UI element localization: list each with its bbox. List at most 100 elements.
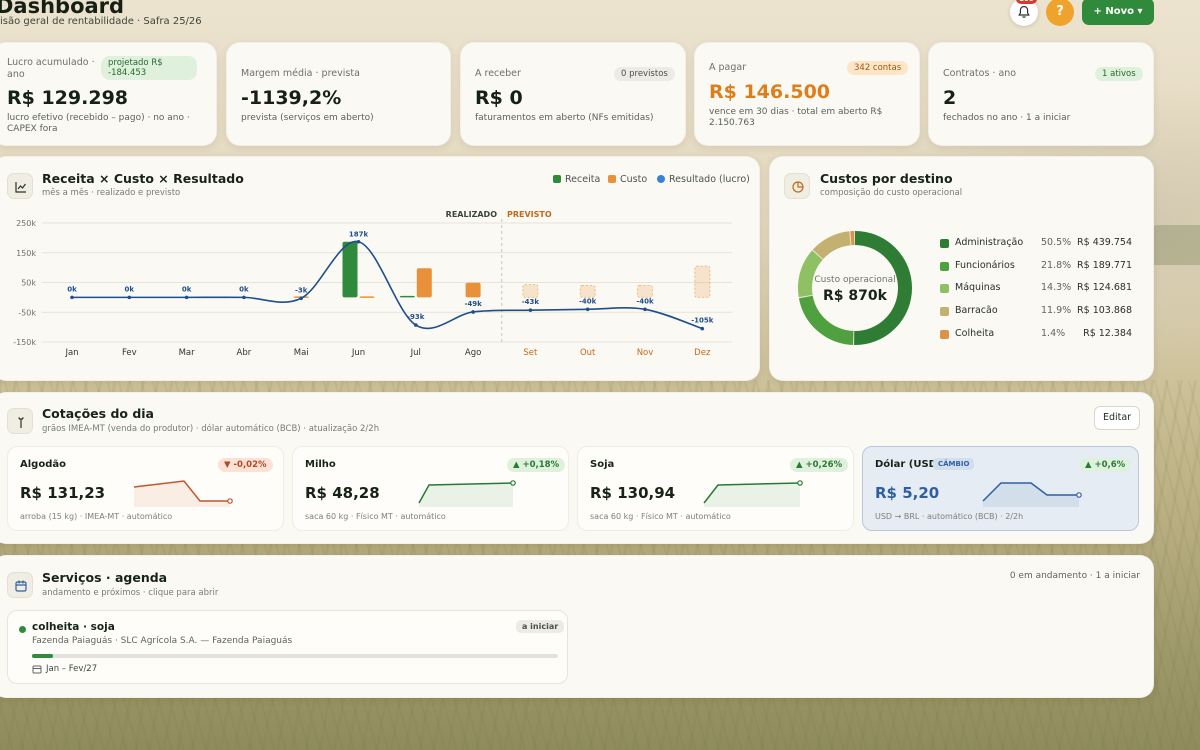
cost-destination-swatch: [940, 284, 949, 294]
cost-destination-pct: 50.5%: [1041, 237, 1072, 248]
result-point-label: -3k: [295, 286, 308, 294]
result-point-label: -105k: [691, 317, 714, 325]
result-point: [242, 295, 246, 300]
kpi-card-payable[interactable]: A pagar 342 contas R$ 146.500 vence em 3…: [694, 42, 920, 146]
kpi-desc: fechados no ano · 1 a iniciar: [943, 113, 1071, 123]
costs-section-icon-box: [784, 173, 810, 199]
quote-name: Soja: [590, 459, 615, 470]
services-summary: 0 em andamento · 1 a iniciar: [1009, 571, 1140, 581]
quote-sparkline: [133, 480, 233, 507]
cost-destination-name: Barracão: [955, 305, 998, 317]
cost-destination-value: R$ 189.771: [1077, 259, 1132, 271]
kpi-desc: faturamentos em aberto (NFs emitidas): [475, 113, 654, 123]
kpi-value: R$ 129.298: [7, 87, 129, 109]
service-item[interactable]: colheita · soja a iniciar Fazenda Paiagu…: [7, 610, 568, 684]
donut-slice: [798, 231, 912, 345]
cost-destination-row: Barracão 11.9% R$ 103.868: [940, 304, 1136, 320]
result-point: [585, 307, 590, 312]
cost-destination-value: R$ 12.384: [1083, 327, 1132, 339]
kpi-value: R$ 0: [475, 87, 523, 109]
result-point: [70, 295, 74, 300]
kpi-label: Lucro acumulado · ano: [7, 57, 95, 80]
quote-desc: saca 60 kg · Físico MT · automático: [305, 512, 446, 521]
quote-desc: arroba (15 kg) · IMEA-MT · automático: [20, 512, 173, 521]
quote-name: Dólar (USD): [875, 459, 942, 470]
edit-quotes-button[interactable]: Editar: [1094, 406, 1140, 430]
cost-bar: [637, 284, 653, 298]
result-point: [184, 295, 189, 300]
quote-desc: saca 60 kg · Físico MT · automático: [590, 512, 731, 521]
cost-bar: [522, 284, 539, 298]
kpi-badge: 1 ativos: [1095, 67, 1143, 81]
cost-destination-pct: 1.4%: [1041, 327, 1066, 339]
quote-card-cotton[interactable]: Algodão ▼ -0,02% R$ 131,23 arroba (15 kg…: [7, 446, 284, 531]
wheat-icon: [18, 417, 24, 428]
result-line: [72, 240, 703, 330]
legend-result-label: Resultado (lucro): [669, 174, 750, 185]
new-button[interactable]: + Novo ▾: [1082, 0, 1154, 25]
donut-center-label: Custo operacional: [814, 275, 896, 285]
revenue-chart: REALIZADO PREVISTO 250k150k50k-50k-150k …: [13, 210, 732, 358]
legend-revenue-label: Receita: [565, 174, 601, 185]
quote-card-soy[interactable]: Soja ▲ +0,26% R$ 130,94 saca 60 kg · Fís…: [577, 446, 854, 531]
line-chart-icon: [15, 182, 26, 193]
kpi-card-contracts[interactable]: Contratos · ano 1 ativos 2 fechados no a…: [928, 42, 1154, 146]
kpi-card-margin[interactable]: Margem média · prevista -1139,2% previst…: [226, 42, 451, 146]
result-point-label: -93k: [407, 313, 425, 321]
notification-count-badge: 100: [1016, 0, 1037, 4]
revenue-bar: [399, 295, 415, 298]
kpi-projected-badge: projetado R$ -184.453: [101, 56, 197, 80]
legend-revenue: Receita: [553, 174, 600, 185]
cost-destination-row: Máquinas 14.3% R$ 124.681: [940, 281, 1136, 297]
chart-section-icon-box: [7, 173, 33, 199]
cost-destination-name: Colheita: [955, 327, 995, 339]
calendar-icon: [15, 580, 27, 592]
cost-destination-row: Colheita 1.4% R$ 12.384: [940, 327, 1136, 343]
revenue-bar: [342, 241, 358, 298]
costs-donut: [798, 231, 912, 345]
kpi-desc: prevista (serviços em aberto): [241, 113, 374, 123]
quote-name: Milho: [305, 459, 336, 470]
cost-bar: [416, 268, 432, 298]
cost-destination-row: Funcionários 21.8% R$ 189.771: [940, 259, 1136, 275]
quote-price: R$ 131,23: [20, 484, 106, 502]
kpi-desc: lucro efetivo (recebido – pago) · no ano…: [7, 113, 190, 134]
kpi-card-receivable[interactable]: A receber 0 previstos R$ 0 faturamentos …: [460, 42, 686, 146]
result-point-label: 0k: [67, 285, 77, 293]
calendar-icon: [32, 665, 42, 674]
kpi-badge: 0 previstos: [614, 67, 675, 81]
services-title: Serviços · agenda: [42, 570, 168, 585]
kpi-label: Contratos · ano: [943, 68, 1017, 79]
service-status-dot: [19, 626, 26, 633]
quote-change-badge: ▲ +0,18%: [507, 458, 566, 472]
cost-destination-pct: 14.3%: [1041, 282, 1072, 294]
kpi-label: A receber: [475, 68, 521, 79]
quote-sparkline: [982, 482, 1082, 507]
page-subtitle: isão geral de rentabilidade · Safra 25/2…: [0, 16, 202, 27]
notifications-button[interactable]: [1010, 0, 1038, 26]
costs-subtitle: composição do custo operacional: [820, 188, 963, 198]
service-progress-fill: [32, 654, 54, 658]
quote-change-badge: ▼ -0,02%: [218, 458, 273, 472]
legend-cost: Custo: [608, 174, 647, 185]
kpi-card-profit[interactable]: Lucro acumulado · ano projetado R$ -184.…: [0, 42, 217, 146]
result-point-label: 0k: [125, 285, 135, 293]
cost-destination-value: R$ 439.754: [1077, 237, 1132, 248]
service-status-badge: a iniciar: [516, 620, 565, 633]
help-button[interactable]: ?: [1046, 0, 1074, 26]
cost-bar: [579, 284, 596, 298]
costs-card: [769, 156, 1154, 381]
cost-destination-pct: 21.8%: [1041, 259, 1072, 271]
x-tick-label: Out: [580, 348, 596, 358]
quote-card-usd[interactable]: Dólar (USD) CÂMBIO ▲ +0,6% R$ 5,20 USD →…: [862, 446, 1139, 531]
quote-card-corn[interactable]: Milho ▲ +0,18% R$ 48,28 saca 60 kg · Fís…: [292, 446, 569, 531]
x-tick-label: Jul: [410, 348, 421, 358]
pie-chart-icon: [792, 181, 804, 193]
quote-change-badge: ▲ +0,6%: [1079, 458, 1132, 472]
result-point-label: 187k: [349, 231, 369, 239]
result-point-label: 0k: [239, 285, 249, 293]
quotes-section-icon-box: [7, 408, 33, 434]
kpi-badge: 342 contas: [847, 61, 909, 75]
service-farm: Fazenda Paiaguás · SLC Agrícola S.A. — F…: [32, 636, 293, 646]
kpi-value: 2: [943, 87, 957, 109]
